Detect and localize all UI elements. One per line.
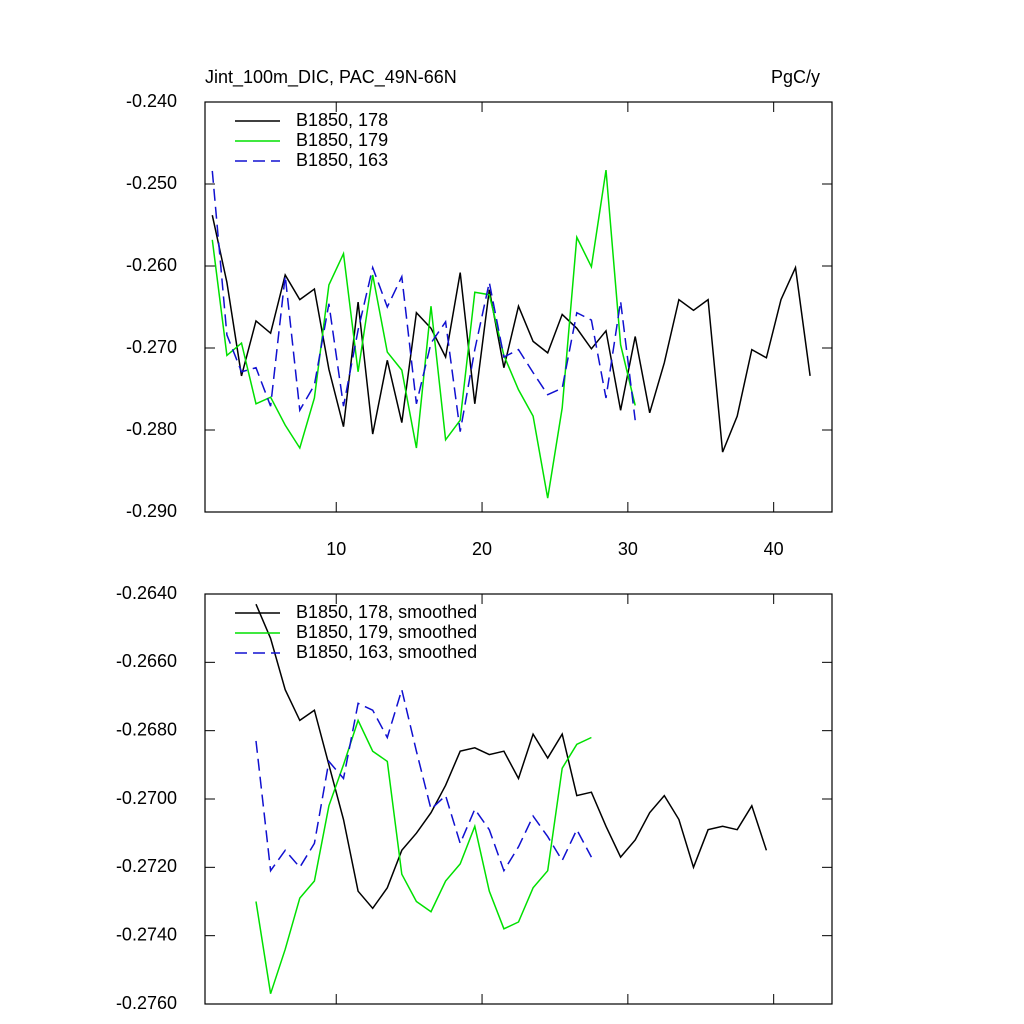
y-tick-label: -0.260 [126, 255, 177, 275]
y-tick-label: -0.280 [126, 419, 177, 439]
series-line [255, 686, 593, 873]
plot-frame [204, 101, 833, 513]
y-tick-label: -0.2740 [116, 924, 177, 944]
legend-label: B1850, 163 [296, 150, 388, 170]
series-line [255, 603, 768, 910]
series-line [211, 169, 636, 499]
legend-label: B1850, 163, smoothed [296, 642, 477, 662]
x-tick-label: 10 [326, 539, 346, 559]
y-tick-label: -0.2700 [116, 788, 177, 808]
x-tick-label: 20 [472, 539, 492, 559]
y-tick-label: -0.290 [126, 501, 177, 521]
series-line [211, 215, 811, 453]
chart-title: Jint_100m_DIC, PAC_49N-66N [205, 67, 457, 88]
y-tick-label: -0.2660 [116, 651, 177, 671]
y-tick-label: -0.250 [126, 173, 177, 193]
y-tick-label: -0.2680 [116, 719, 177, 739]
legend-label: B1850, 178 [296, 110, 388, 130]
legend-label: B1850, 179 [296, 130, 388, 150]
legend-label: B1850, 178, smoothed [296, 602, 477, 622]
y-tick-label: -0.240 [126, 91, 177, 111]
y-tick-label: -0.270 [126, 337, 177, 357]
units-label: PgC/y [771, 67, 820, 87]
y-tick-label: -0.2720 [116, 856, 177, 876]
y-tick-label: -0.2760 [116, 993, 177, 1013]
x-tick-label: 40 [764, 539, 784, 559]
series-line [255, 718, 592, 994]
x-tick-label: 30 [618, 539, 638, 559]
legend-label: B1850, 179, smoothed [296, 622, 477, 642]
series-line [211, 170, 636, 432]
y-tick-label: -0.2640 [116, 583, 177, 603]
